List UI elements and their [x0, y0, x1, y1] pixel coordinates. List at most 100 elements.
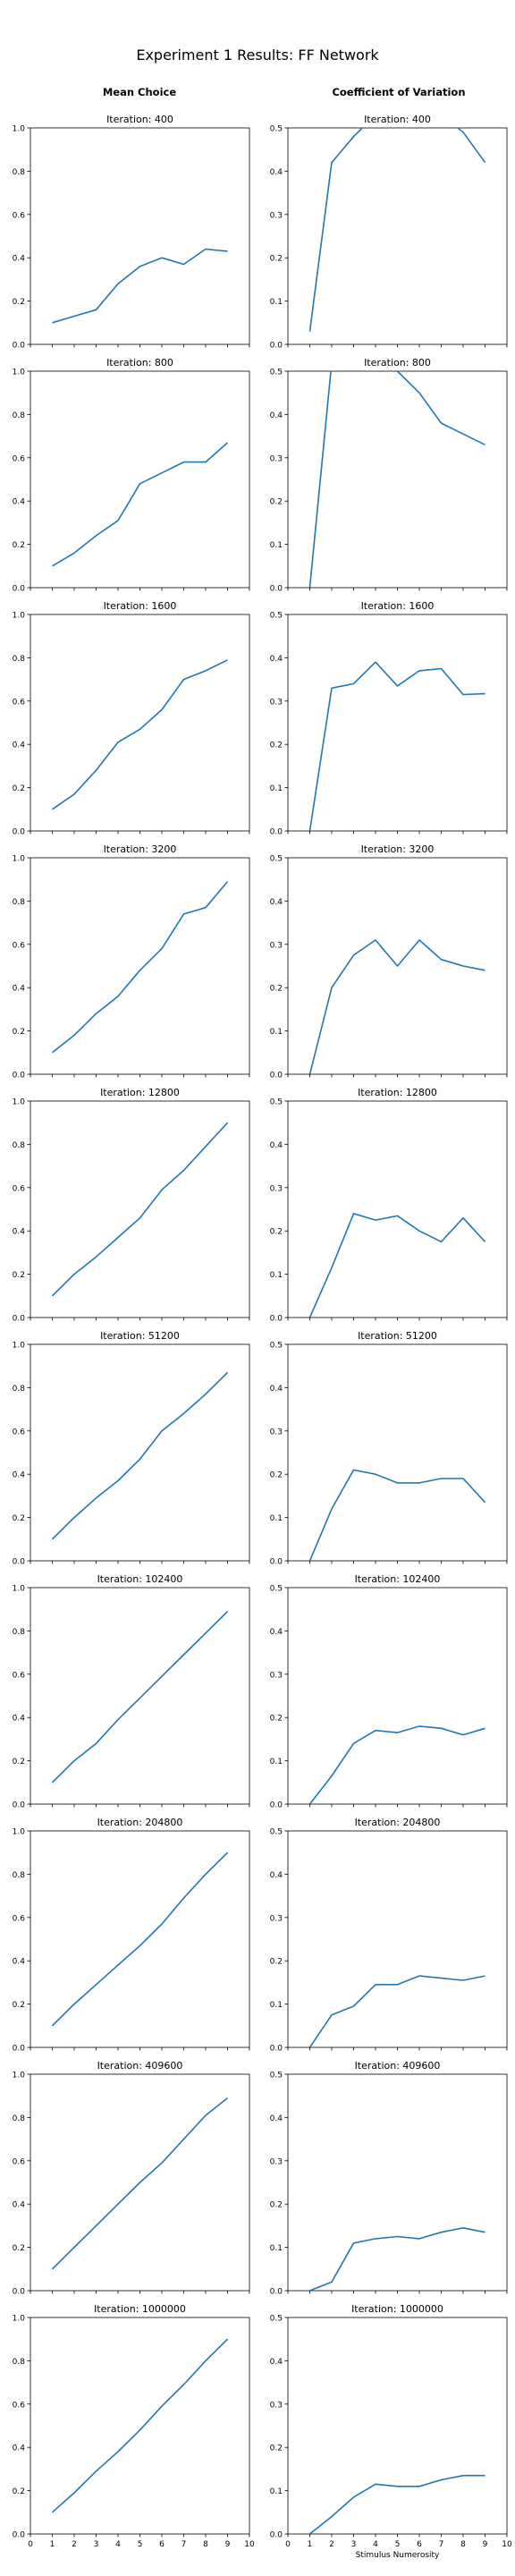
- coefficient-of-variation-9-xtick-label: 7: [439, 2540, 444, 2549]
- mean-choice-1-ytick-label: 0.0: [13, 585, 26, 594]
- coefficient-of-variation-7-ytick-label: 0.2: [270, 1958, 283, 1967]
- mean-choice-0-axes-frame: [30, 127, 250, 345]
- mean-choice-5-ytick-label: 1.0: [13, 1342, 26, 1351]
- mean-choice-4-ytick-label: 0.8: [13, 1141, 26, 1150]
- mean-choice-9-xtick-label: 6: [159, 2540, 165, 2549]
- mean-choice-3-series-line: [52, 881, 229, 1054]
- coefficient-of-variation-2-series-line: [308, 661, 485, 831]
- coefficient-of-variation-4-ytick-label: 0.0: [270, 1315, 283, 1324]
- mean-choice-2-title: Iteration: 1600: [104, 600, 177, 612]
- coefficient-of-variation-8-ytick-label: 0.5: [270, 2072, 283, 2080]
- coefficient-of-variation-0-series-line: [308, 128, 486, 332]
- coefficient-of-variation-4-title: Iteration: 12800: [358, 1087, 437, 1098]
- coefficient-of-variation-5-series-line: [308, 1469, 486, 1561]
- coefficient-of-variation-5-ytick-label: 0.3: [270, 1428, 283, 1436]
- mean-choice-9-ytick-label: 1.0: [13, 2315, 26, 2324]
- mean-choice-0-ytick-label: 0.2: [13, 298, 25, 307]
- coefficient-of-variation-5-ytick-label: 0.4: [270, 1385, 283, 1394]
- mean-choice-6-ytick-label: 0.0: [13, 1801, 26, 1810]
- coefficient-of-variation-6-ytick-label: 0.1: [270, 1758, 283, 1767]
- coefficient-of-variation-6-ytick-label: 0.0: [270, 1801, 283, 1810]
- coefficient-of-variation-8-series-line: [309, 2227, 485, 2291]
- coefficient-of-variation-7-series-line: [308, 1975, 485, 2047]
- mean-choice-9-series-line: [51, 2338, 229, 2513]
- coefficient-of-variation-2-ytick-label: 0.2: [270, 741, 283, 750]
- coefficient-of-variation-9-series-line: [309, 2474, 485, 2534]
- mean-choice-8-ytick-label: 0.4: [13, 2201, 26, 2210]
- mean-choice-9-xtick-label: 7: [182, 2540, 187, 2549]
- coefficient-of-variation-6-axes-frame: [287, 1587, 508, 1805]
- coefficient-of-variation-5-ytick-label: 0.5: [270, 1342, 283, 1351]
- coefficient-of-variation-9-xtick-label: 8: [460, 2540, 466, 2549]
- coefficient-of-variation-3-ytick-label: 0.1: [270, 1028, 283, 1037]
- coefficient-of-variation-1-title: Iteration: 800: [364, 357, 431, 369]
- mean-choice-9-ytick-label: 0.2: [13, 2487, 25, 2496]
- mean-choice-9-xtick-label: 1: [50, 2540, 55, 2549]
- x-axis-label: Stimulus Numerosity: [356, 2551, 440, 2560]
- coefficient-of-variation-4-ytick-label: 0.5: [270, 1098, 283, 1107]
- mean-choice-1-ytick-label: 0.6: [13, 454, 26, 463]
- mean-choice-3-ytick-label: 0.8: [13, 898, 26, 907]
- coefficient-of-variation-4-ytick-label: 0.4: [270, 1141, 283, 1150]
- mean-choice-4-ytick-label: 0.2: [13, 1271, 25, 1280]
- coefficient-of-variation-9-xtick-label: 4: [373, 2540, 378, 2549]
- coefficient-of-variation-9-ytick-label: 0.2: [270, 2445, 283, 2453]
- coefficient-of-variation-3-ytick-label: 0.2: [270, 985, 283, 994]
- mean-choice-1-ytick-label: 0.2: [13, 541, 25, 550]
- mean-choice-1-title: Iteration: 800: [106, 357, 173, 369]
- mean-choice-3-ytick-label: 0.2: [13, 1028, 25, 1037]
- figure-title: Experiment 1 Results: FF Network: [136, 47, 379, 64]
- coefficient-of-variation-4-series-line: [308, 1213, 486, 1318]
- mean-choice-9-ytick-label: 0.6: [13, 2401, 26, 2410]
- mean-choice-4-ytick-label: 0.4: [13, 1228, 26, 1237]
- mean-choice-6-title: Iteration: 102400: [97, 1573, 183, 1585]
- mean-choice-8-ytick-label: 0.2: [13, 2244, 25, 2253]
- mean-choice-4-series-line: [51, 1122, 229, 1297]
- coefficient-of-variation-5-axes-frame: [287, 1343, 508, 1562]
- coefficient-of-variation-4-axes-frame: [287, 1100, 508, 1318]
- coefficient-of-variation-8-ytick-label: 0.2: [270, 2201, 283, 2210]
- coefficient-of-variation-2-ytick-label: 0.4: [270, 655, 283, 664]
- coefficient-of-variation-9-xtick-label: 6: [417, 2540, 422, 2549]
- mean-choice-3-ytick-label: 0.6: [13, 941, 26, 950]
- coefficient-of-variation-6-ytick-label: 0.3: [270, 1671, 283, 1680]
- mean-choice-5-title: Iteration: 51200: [100, 1330, 180, 1342]
- mean-choice-4-ytick-label: 1.0: [13, 1098, 26, 1107]
- coefficient-of-variation-9-ytick-label: 0.1: [270, 2487, 283, 2496]
- mean-choice-column-title: Mean Choice: [102, 86, 177, 98]
- coefficient-of-variation-7-axes-frame: [287, 1830, 508, 2048]
- mean-choice-3-ytick-label: 1.0: [13, 855, 26, 864]
- mean-choice-0-title: Iteration: 400: [106, 114, 173, 125]
- coefficient-of-variation-3-ytick-label: 0.3: [270, 941, 283, 950]
- coefficient-of-variation-0-ytick-label: 0.2: [270, 255, 283, 264]
- coefficient-of-variation-0-ytick-label: 0.4: [270, 168, 283, 177]
- coefficient-of-variation-3-title: Iteration: 3200: [361, 843, 435, 855]
- mean-choice-1-ytick-label: 0.4: [13, 498, 26, 507]
- coefficient-of-variation-7-title: Iteration: 204800: [355, 1817, 441, 1828]
- mean-choice-2-ytick-label: 0.4: [13, 741, 26, 750]
- mean-choice-9-xtick-label: 2: [72, 2540, 77, 2549]
- mean-choice-5-ytick-label: 0.6: [13, 1428, 26, 1436]
- mean-choice-9-xtick-label: 8: [203, 2540, 208, 2549]
- coefficient-of-variation-5-ytick-label: 0.0: [270, 1558, 283, 1567]
- coefficient-of-variation-0-ytick-label: 0.3: [270, 211, 283, 220]
- mean-choice-8-ytick-label: 0.6: [13, 2157, 26, 2166]
- coefficient-of-variation-3-ytick-label: 0.4: [270, 898, 283, 907]
- coefficient-of-variation-2-title: Iteration: 1600: [361, 600, 435, 612]
- coefficient-of-variation-2-ytick-label: 0.5: [270, 612, 283, 621]
- coefficient-of-variation-7-ytick-label: 0.4: [270, 1871, 283, 1880]
- coefficient-of-variation-1-ytick-label: 0.5: [270, 369, 283, 377]
- mean-choice-0-ytick-label: 1.0: [13, 125, 26, 134]
- mean-choice-9-xtick-label: 5: [138, 2540, 143, 2549]
- coefficient-of-variation-9-xtick-label: 0: [285, 2540, 291, 2549]
- mean-choice-9-xtick-label: 4: [115, 2540, 121, 2549]
- coefficient-of-variation-0-title: Iteration: 400: [364, 114, 431, 125]
- coefficient-of-variation-0-ytick-label: 0.0: [270, 342, 283, 351]
- coefficient-of-variation-4-ytick-label: 0.3: [270, 1184, 283, 1193]
- mean-choice-8-ytick-label: 1.0: [13, 2072, 26, 2080]
- coefficient-of-variation-column-title: Coefficient of Variation: [332, 86, 466, 98]
- coefficient-of-variation-8-title: Iteration: 409600: [355, 2060, 441, 2072]
- coefficient-of-variation-7-ytick-label: 0.3: [270, 1914, 283, 1923]
- mean-choice-4-title: Iteration: 12800: [100, 1087, 180, 1098]
